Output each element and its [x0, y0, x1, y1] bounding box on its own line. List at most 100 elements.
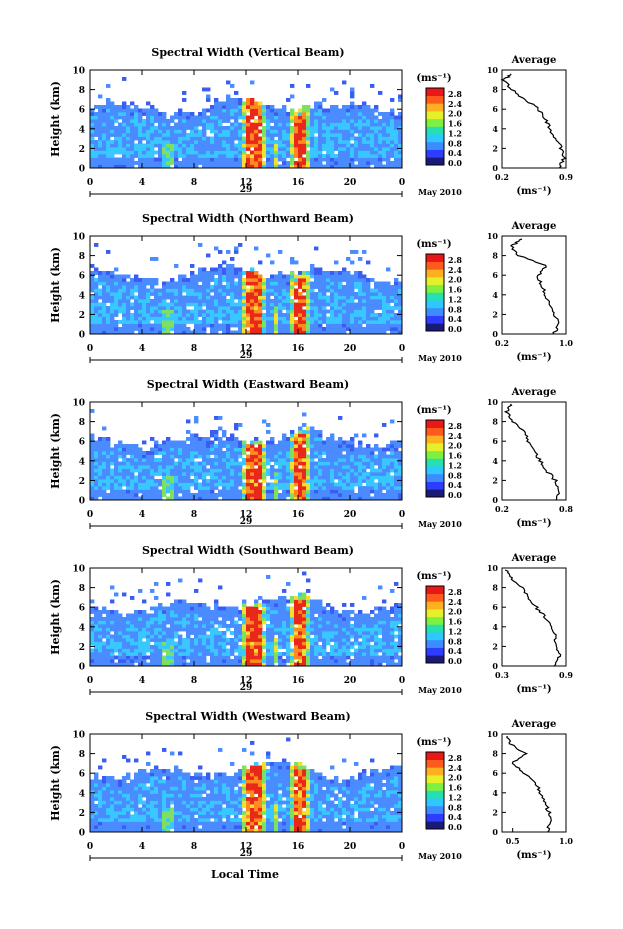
heatmap-cell — [106, 652, 111, 656]
heatmap-cell — [242, 451, 247, 455]
heatmap-cell — [94, 147, 99, 151]
heatmap-cell — [218, 164, 223, 169]
heatmap-cell — [118, 482, 123, 487]
heatmap-cell — [394, 306, 399, 310]
heatmap-cell — [110, 472, 115, 476]
heatmap-cell — [278, 157, 283, 162]
heatmap-cell — [266, 599, 271, 604]
heatmap-cell — [98, 112, 103, 116]
heatmap-cell — [242, 652, 247, 656]
heatmap-cell — [210, 610, 215, 614]
heatmap-cell — [102, 465, 107, 469]
heatmap-cell — [162, 475, 167, 480]
heatmap-cell — [254, 603, 259, 607]
heatmap-cell — [114, 447, 119, 452]
heatmap-cell — [210, 105, 215, 109]
heatmap-cell — [230, 489, 235, 494]
heatmap-cell — [346, 461, 351, 466]
heatmap-cell — [94, 115, 99, 120]
heatmap-cell — [154, 610, 159, 614]
heatmap-cell — [154, 126, 159, 130]
heatmap-cell — [222, 313, 227, 317]
heatmap-cell — [266, 627, 271, 632]
heatmap-cell — [202, 313, 207, 317]
heatmap-cell — [390, 475, 395, 480]
heatmap-cell — [234, 288, 239, 293]
heatmap-cell — [250, 468, 255, 473]
heatmap-cell — [134, 316, 139, 321]
heatmap-cell — [250, 299, 255, 303]
heatmap-cell — [154, 108, 159, 113]
heatmap-cell — [106, 295, 111, 300]
heatmap-cell — [350, 105, 355, 109]
heatmap-cell — [134, 447, 139, 452]
x-tick-label: 8 — [191, 510, 197, 520]
heatmap-cell — [362, 136, 367, 141]
heatmap-cell — [218, 115, 223, 120]
heatmap-cell — [310, 447, 315, 452]
heatmap-cell — [170, 309, 175, 314]
heatmap-cell — [270, 472, 275, 476]
heatmap-cell — [198, 143, 203, 148]
heatmap-cell — [190, 302, 195, 307]
heatmap-cell — [334, 313, 339, 317]
heatmap-cell — [242, 645, 247, 649]
heatmap-cell — [90, 313, 95, 317]
heatmap-cell — [318, 430, 323, 434]
heatmap-cell — [106, 250, 111, 254]
heatmap-cell — [222, 295, 227, 300]
heatmap-cell — [178, 126, 183, 130]
heatmap-cell — [302, 412, 307, 417]
heatmap-cell — [274, 496, 279, 501]
heatmap-cell — [214, 98, 219, 102]
heatmap-cell — [394, 316, 399, 321]
heatmap-cell — [234, 479, 239, 483]
heatmap-cell — [370, 299, 375, 303]
heatmap-cell — [190, 140, 195, 144]
heatmap-cell — [262, 599, 267, 604]
heatmap-cell — [266, 423, 271, 427]
heatmap-cell — [370, 327, 375, 331]
heatmap-cell — [274, 655, 279, 660]
heatmap-cell — [122, 444, 127, 448]
heatmap-cell — [162, 662, 167, 667]
heatmap-cell — [174, 157, 179, 162]
heatmap-cell — [278, 454, 283, 459]
heatmap-cell — [194, 659, 199, 663]
heatmap-cell — [322, 147, 327, 151]
heatmap-cell — [186, 327, 191, 331]
heatmap-cell — [230, 161, 235, 165]
heatmap-cell — [182, 599, 187, 604]
heatmap-cell — [90, 493, 95, 497]
heatmap-cell — [318, 306, 323, 310]
heatmap-cell — [142, 624, 147, 628]
heatmap-cell — [186, 606, 191, 611]
heatmap-cell — [118, 624, 123, 628]
heatmap-cell — [134, 631, 139, 635]
heatmap-cell — [246, 302, 251, 307]
heatmap-cell — [138, 316, 143, 321]
heatmap-cell — [350, 327, 355, 331]
heatmap-cell — [134, 620, 139, 625]
heatmap-cell — [326, 465, 331, 469]
heatmap-cell — [118, 157, 123, 162]
heatmap-cell — [294, 465, 299, 469]
heatmap-cell — [330, 320, 335, 324]
heatmap-cell — [158, 489, 163, 494]
heatmap-cell — [202, 292, 207, 296]
heatmap-cell — [134, 634, 139, 639]
heatmap-cell — [278, 133, 283, 137]
heatmap-cell — [238, 631, 243, 635]
heatmap-cell — [190, 613, 195, 618]
heatmap-cell — [150, 652, 155, 656]
heatmap-cell — [234, 112, 239, 116]
heatmap-cell — [226, 465, 231, 469]
heatmap-cell — [246, 454, 251, 459]
heatmap-cell — [254, 150, 259, 155]
heatmap-cell — [182, 91, 187, 95]
heatmap-cell — [186, 486, 191, 490]
heatmap-cell — [190, 606, 195, 611]
heatmap-cell — [378, 126, 383, 130]
heatmap-cell — [350, 472, 355, 476]
heatmap-cell — [370, 313, 375, 317]
